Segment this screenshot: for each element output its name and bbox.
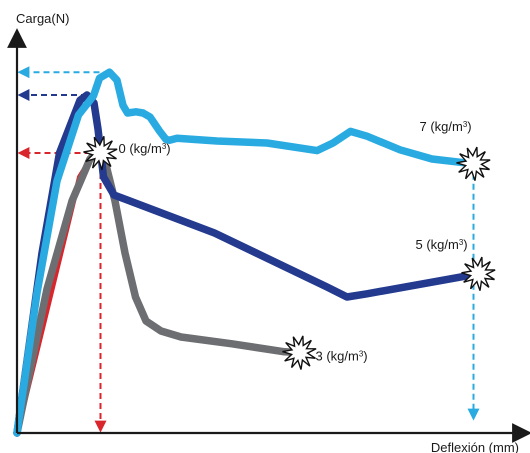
- series-label: 5 (kg/m3): [416, 237, 468, 252]
- failure-markers: [83, 136, 496, 370]
- series-group: [13, 68, 483, 437]
- failure-burst-icon: [461, 256, 496, 291]
- failure-burst-icon: [83, 136, 118, 171]
- series-labels: 0 (kg/m3) 3 (kg/m3) 5 (kg/m3) 7 (kg/m3): [119, 119, 472, 364]
- failure-burst-icon: [456, 146, 491, 181]
- failure-burst-icon: [282, 335, 317, 370]
- reference-arrows: [17, 66, 480, 433]
- series-line: [13, 147, 304, 437]
- series-label: 3 (kg/m3): [316, 349, 368, 364]
- series-label: 7 (kg/m3): [420, 119, 472, 134]
- series-line: [13, 68, 478, 437]
- x-axis-label: Deflexión (mm): [431, 440, 519, 453]
- series-label: 0 (kg/m3): [119, 141, 171, 156]
- y-axis-label: Carga(N): [16, 11, 69, 26]
